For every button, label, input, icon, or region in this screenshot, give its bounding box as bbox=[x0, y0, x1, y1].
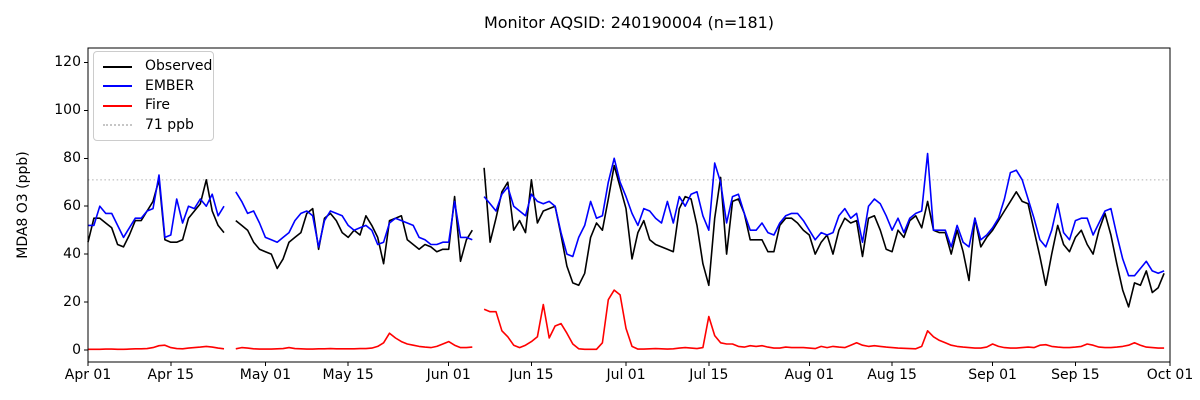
y-tick-label: 40 bbox=[63, 246, 81, 263]
x-tick-label: Jun 15 bbox=[509, 367, 554, 383]
legend-label-observed: Observed bbox=[145, 58, 213, 75]
legend-label-ember: EMBER bbox=[145, 77, 195, 94]
x-tick-label: Sep 01 bbox=[968, 367, 1017, 383]
legend-item-observed: Observed bbox=[103, 58, 212, 75]
fire-line bbox=[235, 332, 473, 350]
x-tick-label: Sep 15 bbox=[1051, 367, 1100, 383]
threshold-line-sample bbox=[103, 124, 132, 127]
y-tick-label: 100 bbox=[54, 102, 81, 119]
y-tick-label: 0 bbox=[72, 342, 81, 358]
x-tick-label: Jul 15 bbox=[689, 367, 729, 383]
ember-line bbox=[235, 191, 473, 248]
legend-label-threshold: 71 ppb bbox=[145, 116, 194, 133]
x-tick-label: May 15 bbox=[322, 367, 374, 383]
ember-line bbox=[88, 174, 225, 239]
y-tick-label: 120 bbox=[54, 54, 81, 71]
y-tick-label: 60 bbox=[63, 198, 81, 215]
legend-item-threshold: 71 ppb bbox=[103, 117, 207, 134]
chart-title: Monitor AQSID: 240190004 (n=181) bbox=[483, 13, 775, 32]
fire-line bbox=[483, 289, 1165, 351]
observed-line bbox=[483, 164, 1165, 308]
legend: Observed EMBER Fire 71 ppb bbox=[93, 51, 214, 141]
fire-line-sample bbox=[103, 104, 132, 107]
observed-line-sample bbox=[103, 65, 132, 68]
legend-item-fire: Fire bbox=[103, 97, 207, 114]
x-tick-label: Apr 15 bbox=[147, 367, 195, 383]
legend-label-fire: Fire bbox=[145, 97, 170, 114]
x-tick-label: Oct 01 bbox=[1146, 367, 1194, 383]
x-tick-label: Aug 15 bbox=[867, 367, 917, 383]
ember-line-sample bbox=[103, 85, 132, 88]
legend-item-ember: EMBER bbox=[103, 78, 207, 95]
x-tick-label: Apr 01 bbox=[64, 367, 112, 383]
fire-line bbox=[88, 344, 225, 351]
y-tick-label: 80 bbox=[63, 150, 81, 167]
ember-line bbox=[483, 152, 1165, 277]
x-tick-label: Jun 01 bbox=[426, 367, 471, 383]
x-tick-label: May 01 bbox=[239, 367, 291, 383]
observed-line bbox=[235, 195, 473, 270]
axes-frame bbox=[87, 47, 1171, 363]
x-tick-label: Aug 01 bbox=[784, 367, 835, 383]
y-tick-label: 20 bbox=[63, 294, 81, 311]
x-tick-label: Jul 01 bbox=[606, 367, 646, 383]
